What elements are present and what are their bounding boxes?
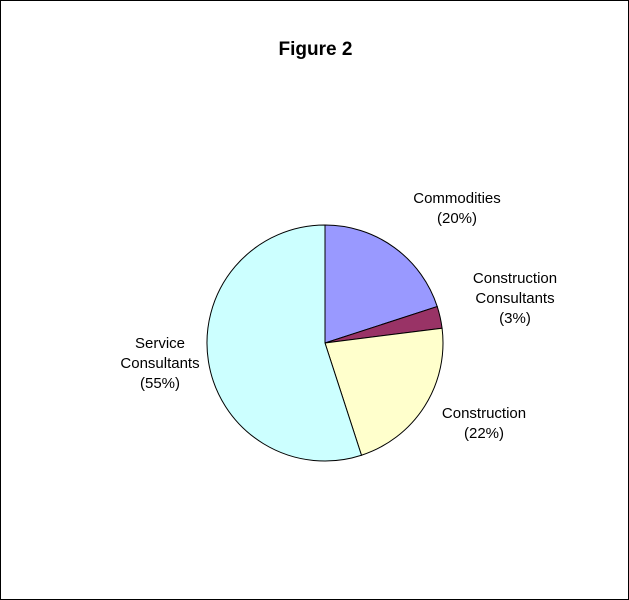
slice-label-3: Service Consultants (55%): [120, 335, 199, 392]
slice-label-0: Commodities (20%): [413, 190, 501, 227]
slice-label-2: Construction (22%): [442, 405, 526, 442]
chart-title: Figure 2: [278, 39, 353, 60]
pie-slice-3: [206, 224, 363, 462]
slice-label-1: Construction Consultants (3%): [473, 270, 557, 327]
pie-slice-2: [324, 327, 444, 456]
pie-slice-0: [324, 224, 438, 344]
